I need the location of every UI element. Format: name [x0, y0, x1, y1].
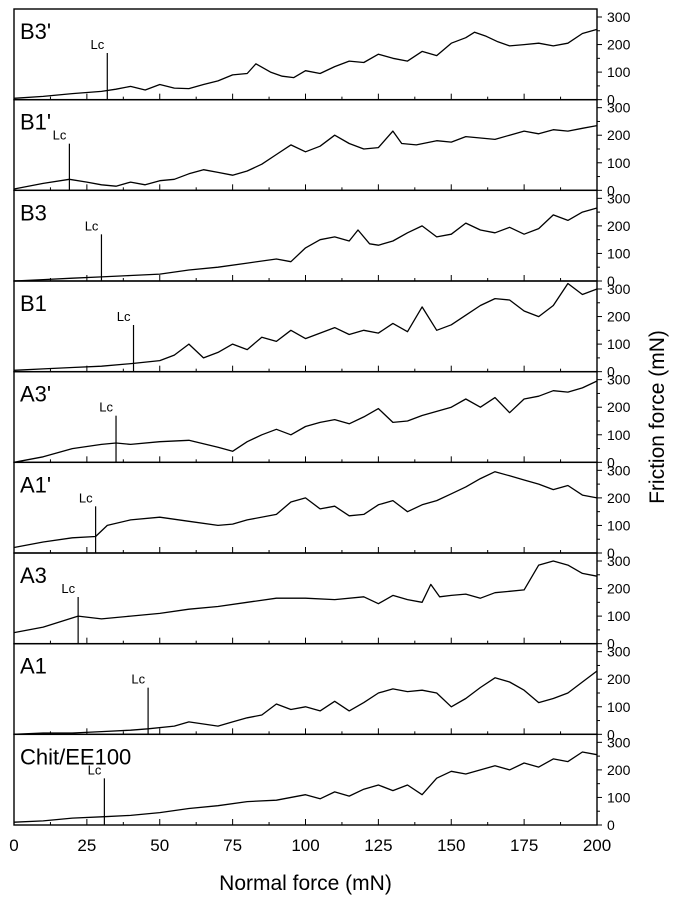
panel-frame [14, 644, 597, 735]
y-tick-label: 200 [607, 218, 631, 234]
lc-label: Lc [79, 490, 93, 505]
y-tick-label: 200 [607, 581, 631, 597]
y-tick-label: 300 [607, 734, 631, 750]
series-line [14, 126, 597, 189]
y-tick-label: 100 [607, 427, 631, 443]
panel-label: B3 [20, 200, 47, 225]
panel-label: A1 [20, 654, 47, 679]
x-tick-label: 50 [150, 836, 169, 855]
x-tick-label: 150 [437, 836, 465, 855]
panel-label: A3' [20, 382, 51, 407]
series-line [14, 284, 597, 371]
y-tick-label: 300 [607, 553, 631, 569]
lc-label: Lc [99, 400, 113, 415]
series-line [14, 671, 597, 734]
lc-label: Lc [85, 218, 99, 233]
panel-frame [14, 100, 597, 191]
panel-label: B1 [20, 291, 47, 316]
y-tick-label: 200 [607, 762, 631, 778]
y-tick-label: 300 [607, 462, 631, 478]
x-tick-label: 175 [510, 836, 538, 855]
y-tick-label: 100 [607, 699, 631, 715]
lc-label: Lc [61, 581, 75, 596]
y-tick-label: 300 [607, 281, 631, 297]
y-tick-label: 300 [607, 190, 631, 206]
panel-frame [14, 9, 597, 100]
series-line [14, 561, 597, 633]
series-line [14, 381, 597, 462]
x-axis-title: Normal force (mN) [219, 872, 392, 895]
x-tick-label: 25 [77, 836, 96, 855]
y-tick-label: 300 [607, 372, 631, 388]
panel-label: Chit/EE100 [20, 744, 131, 769]
x-axis: 0 25 50 75 100 125 150 175 200 [9, 836, 611, 855]
y-tick-label: 100 [607, 789, 631, 805]
y-tick-label: 300 [607, 9, 631, 25]
y-tick-label: 300 [607, 644, 631, 660]
x-tick-label: 75 [223, 836, 242, 855]
panel-frame [14, 281, 597, 372]
y-tick-label: 100 [607, 336, 631, 352]
y-tick-label: 200 [607, 37, 631, 53]
lc-label: Lc [117, 309, 131, 324]
chart-panels: 0100200300LcB3'0100200300LcB1'0100200300… [14, 9, 631, 833]
y-tick-label: 300 [607, 100, 631, 116]
y-tick-label: 200 [607, 399, 631, 415]
y-tick-label: 200 [607, 309, 631, 325]
y-tick-label: 200 [607, 127, 631, 143]
panel-label: A3 [20, 563, 47, 588]
y-tick-label: 200 [607, 490, 631, 506]
lc-label: Lc [53, 128, 67, 143]
y-tick-label: 100 [607, 608, 631, 624]
panel-frame [14, 372, 597, 463]
x-tick-label: 100 [291, 836, 319, 855]
x-tick-label: 0 [9, 836, 18, 855]
lc-label: Lc [91, 37, 105, 52]
y-tick-label: 100 [607, 64, 631, 80]
panel-label: B1' [20, 110, 51, 135]
y-tick-label: 0 [607, 817, 615, 833]
y-tick-label: 100 [607, 517, 631, 533]
panel-label: B3' [20, 19, 51, 44]
x-tick-label: 125 [364, 836, 392, 855]
y-tick-label: 100 [607, 155, 631, 171]
y-axis-title: Friction force (mN) [646, 330, 669, 504]
panel-label: A1' [20, 472, 51, 497]
y-tick-label: 100 [607, 245, 631, 261]
lc-label: Lc [131, 672, 145, 687]
x-tick-label: 200 [583, 836, 611, 855]
y-tick-label: 200 [607, 671, 631, 687]
series-line [14, 472, 597, 548]
